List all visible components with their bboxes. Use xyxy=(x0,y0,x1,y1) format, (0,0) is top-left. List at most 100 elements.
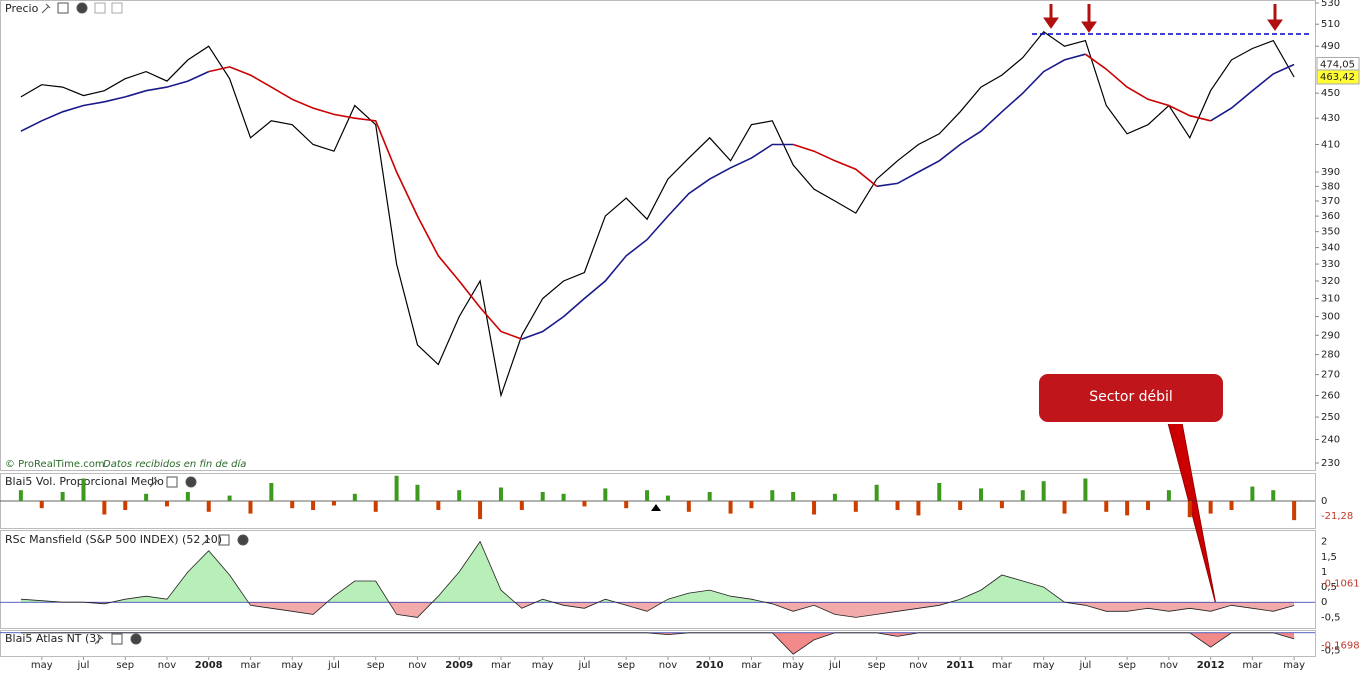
volume-bar xyxy=(1125,501,1130,516)
x-tick-label: may xyxy=(281,660,303,671)
volume-bar xyxy=(457,490,462,501)
price-marker xyxy=(1316,69,1360,85)
y-tick-label: 0 xyxy=(1321,597,1327,608)
volume-bar xyxy=(498,487,503,501)
y-tick-label: 490 xyxy=(1321,41,1340,52)
volume-bar xyxy=(603,488,608,501)
panel-icons[interactable] xyxy=(41,2,123,14)
volume-bar xyxy=(39,501,44,509)
arrows xyxy=(1043,4,1283,33)
source: © ProRealTime.com xyxy=(5,459,105,470)
y-tick-label: 230 xyxy=(1321,458,1340,469)
volume-bar xyxy=(1229,501,1234,510)
volume-bar xyxy=(1187,501,1192,518)
x-tick-label: may xyxy=(31,660,53,671)
x-tick-label: may xyxy=(532,660,554,671)
x-tick-label: jul xyxy=(327,660,340,671)
panel-title: RSc Mansfield (S&P 500 INDEX) (52 10) xyxy=(5,533,222,546)
volume-bar xyxy=(624,501,629,509)
x-tick-label: 2008 xyxy=(195,660,223,671)
volume-bar xyxy=(81,478,86,501)
volume-bar xyxy=(415,484,420,501)
y-tick-label: -0,5 xyxy=(1321,612,1341,623)
volume-bar xyxy=(1020,490,1025,501)
volume-bar xyxy=(227,495,232,501)
y-tick-label: 270 xyxy=(1321,370,1340,381)
volume-bar xyxy=(561,493,566,501)
volume-bar xyxy=(832,493,837,501)
volume-bar xyxy=(1292,501,1297,521)
volume-bar xyxy=(1250,486,1255,501)
indicator-line xyxy=(20,540,1295,618)
y-tick-label: 330 xyxy=(1321,259,1340,270)
volume-bar xyxy=(1208,501,1213,514)
callout: Sector débil xyxy=(1037,372,1225,606)
volume-bar xyxy=(770,490,775,501)
x-tick-label: nov xyxy=(158,660,176,671)
y-tick-label: 530 xyxy=(1321,0,1340,9)
y-tick-label: 350 xyxy=(1321,227,1340,238)
volume-bar xyxy=(394,475,399,501)
triangle xyxy=(651,504,661,511)
y-tick-label: 310 xyxy=(1321,294,1340,305)
panel-title: Precio xyxy=(5,2,39,15)
volume-bar xyxy=(1083,478,1088,501)
x-tick-label: mar xyxy=(1242,660,1263,671)
volume-bar xyxy=(102,501,107,515)
volume-bar xyxy=(18,490,23,501)
x-tick-label: sep xyxy=(868,660,886,671)
last-value-label: -0,1698 xyxy=(1321,641,1360,652)
panel-icons[interactable] xyxy=(94,633,142,645)
volume-bar xyxy=(519,501,524,510)
volume-bar xyxy=(290,501,295,509)
volume-bar xyxy=(999,501,1004,509)
price-marker-label: 474,05 xyxy=(1320,59,1355,70)
panel-icons[interactable] xyxy=(149,476,197,488)
volume-bar xyxy=(373,501,378,512)
volume-bar xyxy=(1062,501,1067,514)
volume-bar xyxy=(812,501,817,515)
x-tick-label: sep xyxy=(1118,660,1136,671)
annotation: Sector débil xyxy=(1089,389,1173,405)
volume-bar xyxy=(206,501,211,512)
volume-bar xyxy=(874,484,879,501)
x-tick-label: nov xyxy=(909,660,927,671)
volume-bar xyxy=(791,492,796,501)
x-tick-label: sep xyxy=(617,660,635,671)
x-tick-label: may xyxy=(1033,660,1055,671)
y-tick-label: 0 xyxy=(1321,496,1327,507)
price-marker-label: 463,42 xyxy=(1320,72,1355,83)
volume-bar xyxy=(1166,490,1171,501)
volume-bar xyxy=(749,501,754,509)
y-tick-label: 360 xyxy=(1321,211,1340,222)
y-tick-label: 320 xyxy=(1321,276,1340,287)
y-tick-label: 410 xyxy=(1321,139,1340,150)
y-tick-label: 370 xyxy=(1321,196,1340,207)
last-value-label: -0,1061 xyxy=(1321,579,1360,590)
volume-bar xyxy=(686,501,691,512)
x-tick-label: 2010 xyxy=(696,660,724,671)
y-tick-label: 390 xyxy=(1321,167,1340,178)
area-negative xyxy=(83,602,1295,618)
y-tick-label: 290 xyxy=(1321,330,1340,341)
last-value-label: -21,28 xyxy=(1321,511,1353,522)
volume-bar xyxy=(123,501,128,510)
volume-bar xyxy=(853,501,858,512)
volume-bar xyxy=(958,501,963,510)
volume-bar xyxy=(164,501,169,507)
volume-bar xyxy=(144,493,149,501)
x-tick-label: mar xyxy=(741,660,762,671)
x-tick-label: may xyxy=(1283,660,1305,671)
note: Datos recibidos en fin de día xyxy=(103,458,246,470)
x-tick-label: jul xyxy=(577,660,590,671)
y-tick-label: 250 xyxy=(1321,412,1340,423)
y-tick-label: 260 xyxy=(1321,390,1340,401)
x-tick-label: sep xyxy=(367,660,385,671)
x-tick-label: jul xyxy=(828,660,841,671)
y-tick-label: 1 xyxy=(1321,567,1327,578)
volume-bar xyxy=(248,501,253,514)
volume-bar xyxy=(331,501,336,506)
panel-icons[interactable] xyxy=(201,534,249,546)
volume-bar xyxy=(311,501,316,510)
x-tick-label: mar xyxy=(240,660,261,671)
